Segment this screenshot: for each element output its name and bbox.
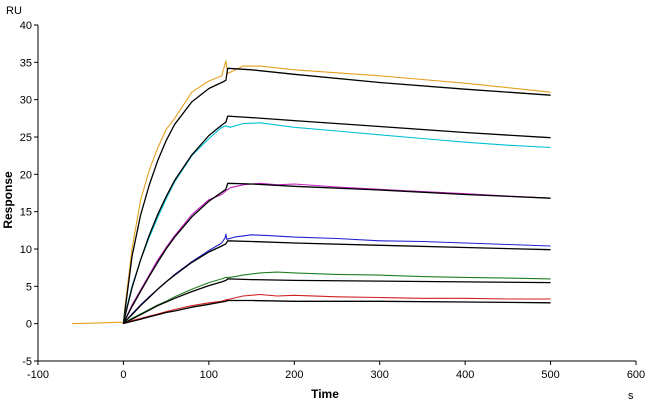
x-tick-label: 100: [200, 369, 218, 381]
series-layer: [72, 60, 551, 325]
y-tick-label: 30: [20, 95, 32, 107]
series-line-11: [123, 299, 551, 325]
y-tick-label: 20: [20, 169, 32, 181]
y-unit-label: RU: [6, 5, 22, 17]
x-tick-label: -100: [27, 369, 49, 381]
x-axis-title: Time: [311, 387, 339, 401]
y-axis-title: Response: [1, 171, 15, 229]
y-tick-label: 15: [20, 207, 32, 219]
x-axis-ticks: -100 0 100 200 300 400 500 600: [27, 361, 645, 381]
y-tick-label: 25: [20, 132, 32, 144]
y-tick-label: 35: [20, 57, 32, 69]
series-line-0: [72, 60, 551, 325]
x-tick-label: 500: [541, 369, 559, 381]
series-line-8: [123, 271, 551, 325]
x-tick-label: 200: [285, 369, 303, 381]
x-tick-label: 300: [371, 369, 389, 381]
series-line-4: [122, 182, 551, 324]
x-tick-label: 0: [120, 369, 126, 381]
series-line-10: [123, 293, 551, 325]
y-tick-label: -5: [22, 356, 32, 368]
series-line-1: [122, 67, 551, 324]
y-tick-label: 40: [20, 20, 32, 32]
y-tick-label: 0: [26, 319, 32, 331]
series-line-5: [122, 182, 551, 324]
y-tick-label: 5: [26, 281, 32, 293]
y-tick-label: 10: [20, 244, 32, 256]
y-axis-ticks: -5 0 5 10 15 20 25 30 35 40: [20, 20, 38, 368]
series-line-9: [122, 278, 551, 325]
series-line-7: [122, 240, 551, 325]
x-tick-label: 400: [456, 369, 474, 381]
x-tick-label: 600: [627, 369, 645, 381]
x-unit-label: s: [628, 390, 634, 402]
series-line-3: [122, 115, 551, 324]
